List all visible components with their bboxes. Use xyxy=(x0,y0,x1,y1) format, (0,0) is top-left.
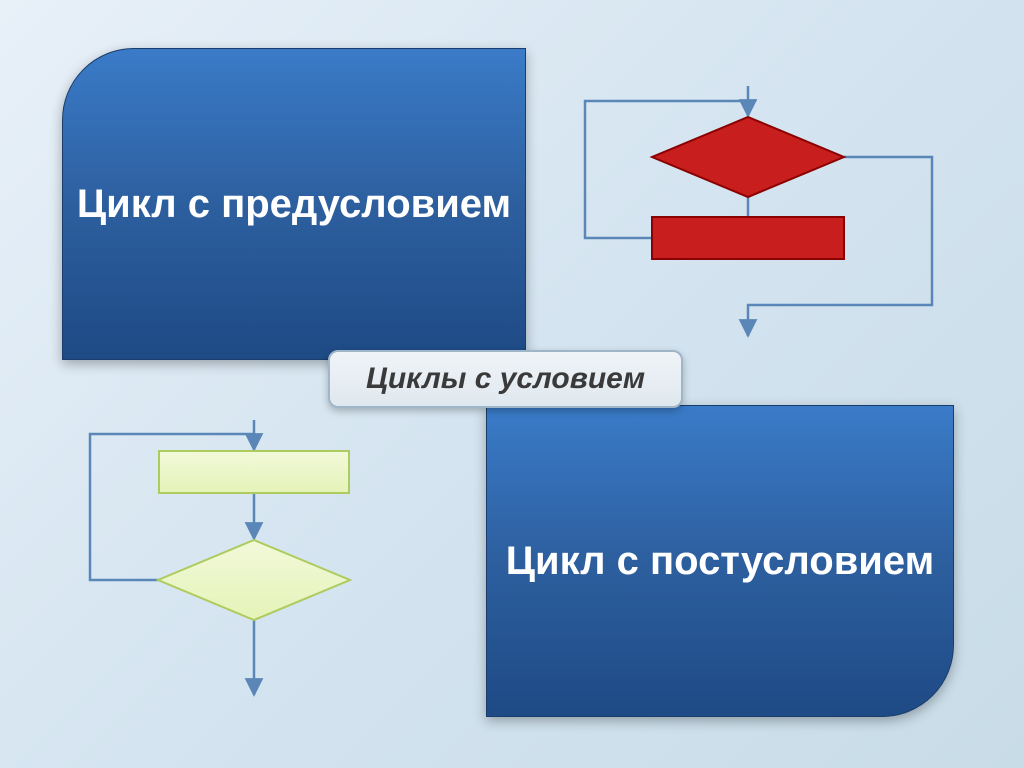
edge-loop-back xyxy=(90,434,254,580)
process-rect xyxy=(159,451,349,493)
center-label: Циклы с условием xyxy=(328,350,683,408)
box-precondition-text: Цикл с предусловием xyxy=(77,177,511,231)
edge-exit-right xyxy=(748,157,932,336)
box-postcondition: Цикл с постусловием xyxy=(486,405,954,717)
flowchart-precondition xyxy=(585,86,932,336)
flowchart-postcondition xyxy=(90,420,350,695)
box-precondition: Цикл с предусловием xyxy=(62,48,526,360)
box-postcondition-text: Цикл с постусловием xyxy=(506,534,934,588)
edge-loop-back xyxy=(585,101,748,238)
center-label-text: Циклы с условием xyxy=(366,362,645,396)
diamond-icon xyxy=(652,117,844,197)
process-rect xyxy=(652,217,844,259)
diamond-icon xyxy=(158,540,350,620)
